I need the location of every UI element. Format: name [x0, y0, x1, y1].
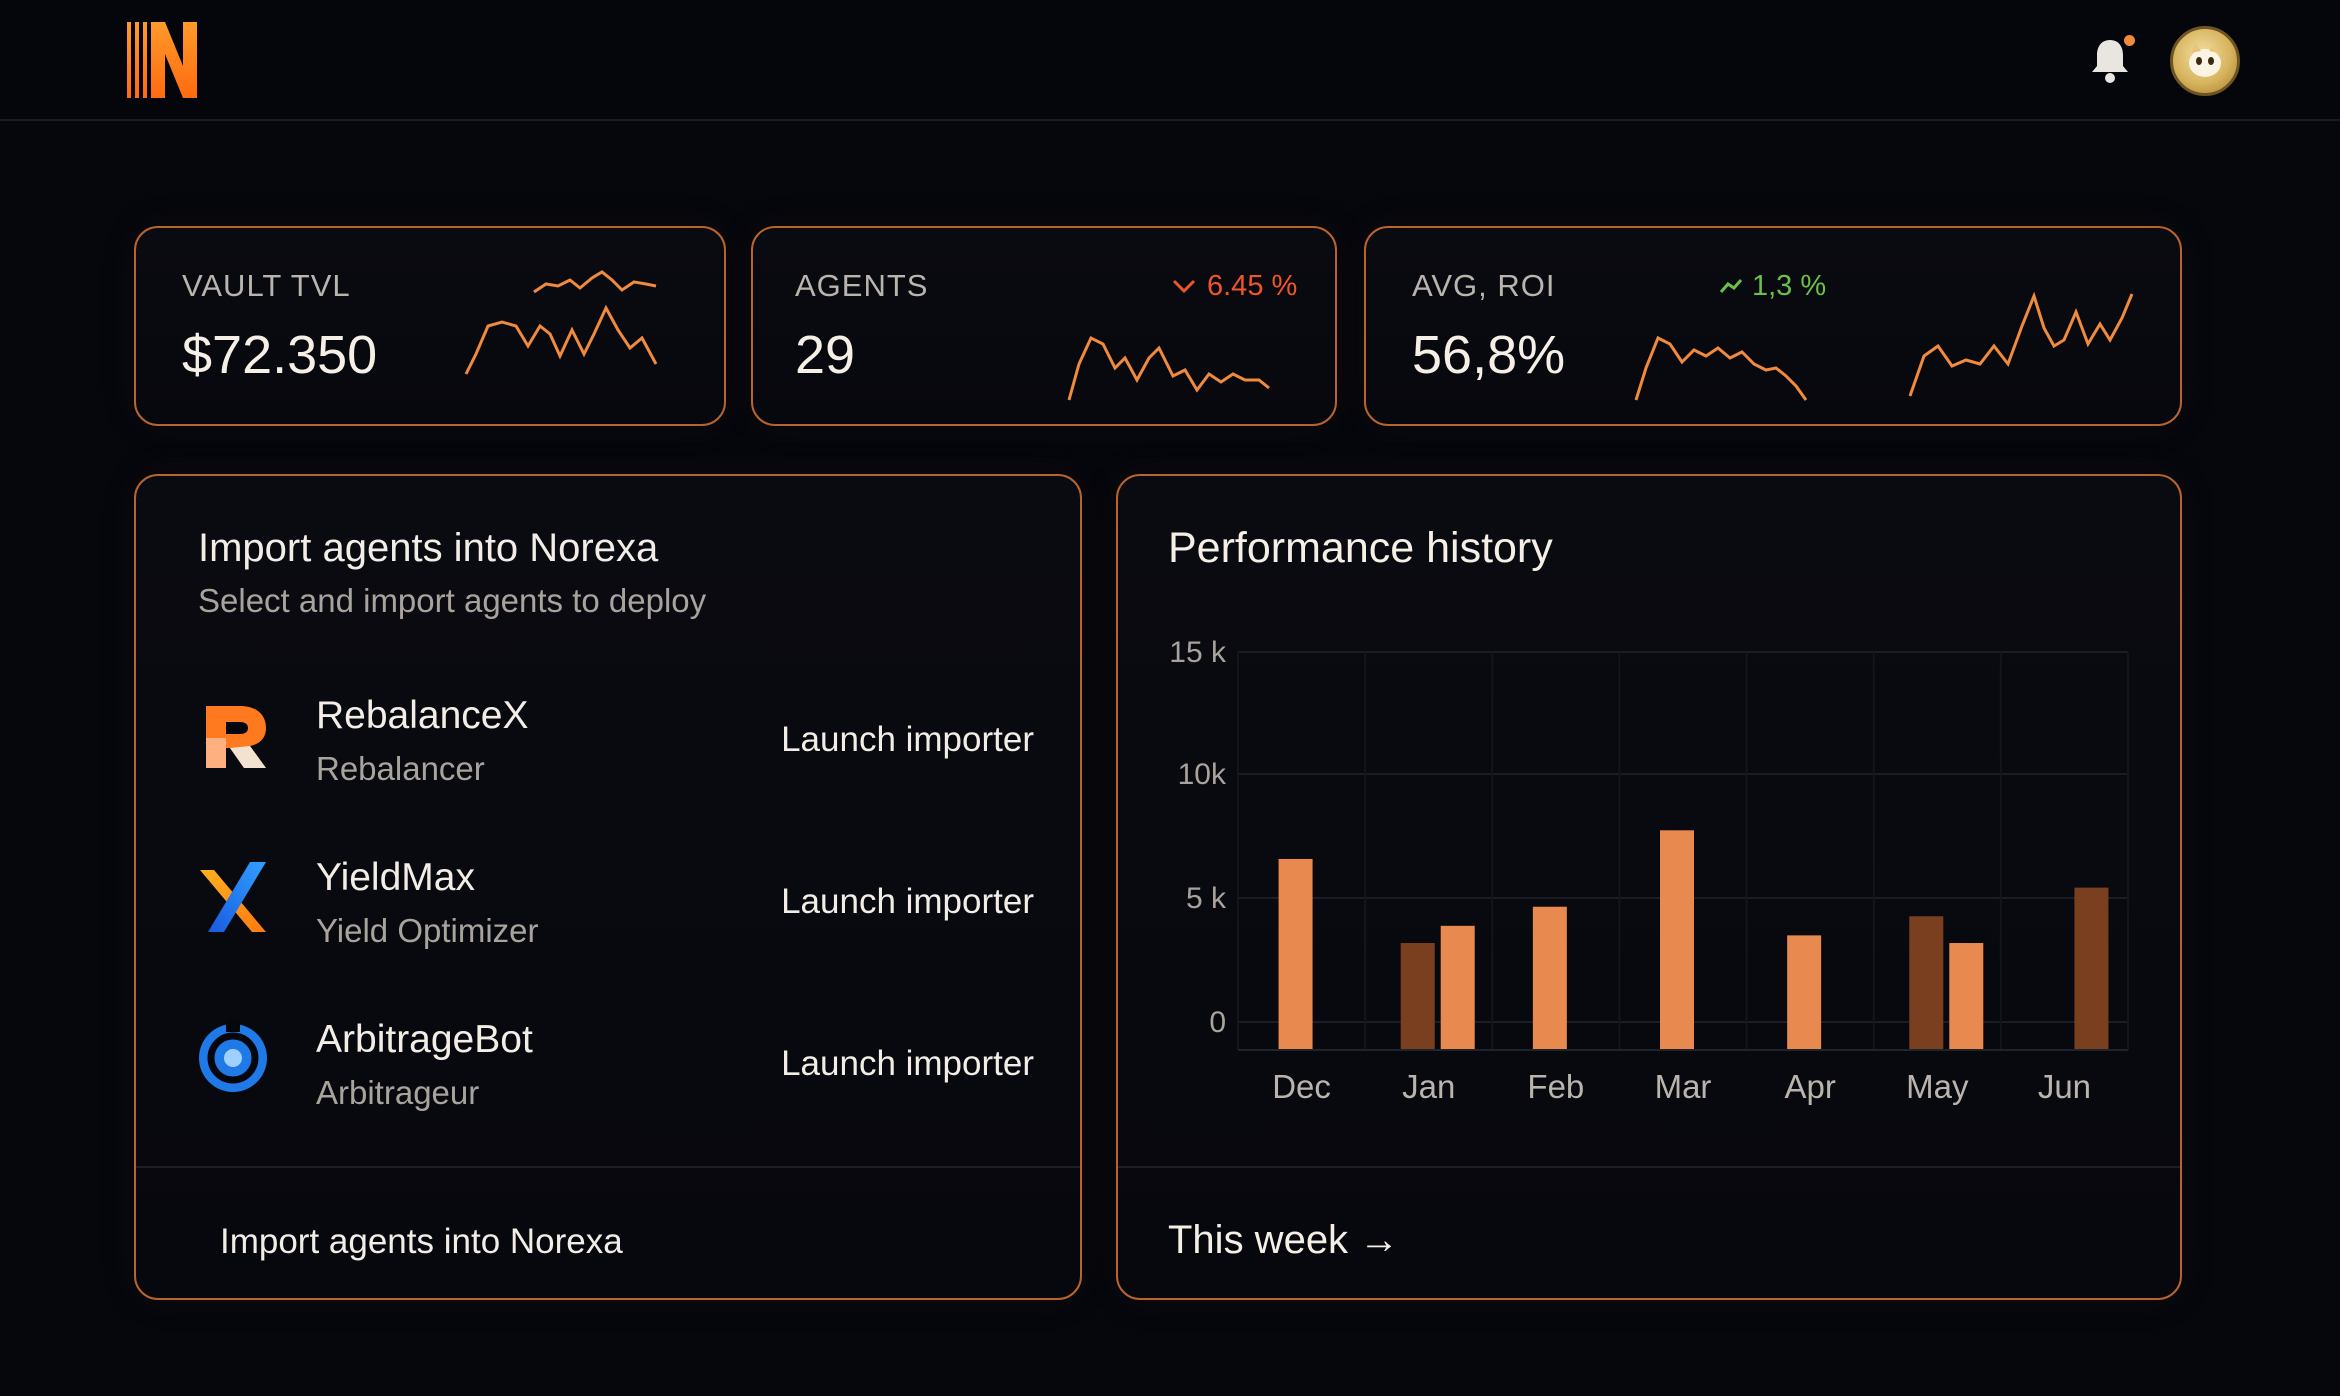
agent-row-rebalancex: RebalanceX Rebalancer Launch importer — [136, 694, 1080, 814]
stat-card-agents: AGENTS 29 6.45 % — [751, 226, 1337, 426]
launch-importer-button-arbitragebot[interactable]: Launch importer — [781, 1044, 1034, 1083]
bar-jan-series-1[interactable] — [1400, 943, 1435, 1050]
sparkline-tvl — [464, 270, 658, 375]
import-panel-title: Import agents into Norexa — [198, 526, 659, 570]
x-tick-label: Dec — [1272, 1068, 1331, 1105]
agent-type: Yield Optimizer — [316, 912, 539, 949]
x-tick-label: Feb — [1527, 1068, 1584, 1105]
performance-title: Performance history — [1168, 524, 1553, 572]
import-agents-link[interactable]: Import agents into Norexa — [220, 1222, 623, 1261]
sparkline-roi-short — [1634, 335, 1808, 401]
rebalancex-logo-icon — [206, 706, 266, 768]
top-bar — [0, 0, 2340, 121]
bar-mar-series-0[interactable] — [1660, 830, 1694, 1050]
stat-label: VAULT TVL — [182, 268, 351, 303]
performance-panel-divider — [1118, 1166, 2180, 1168]
stat-label: AGENTS — [795, 268, 929, 303]
bar-may-series-0[interactable] — [1949, 943, 1984, 1050]
agents-delta: 6.45 % — [1207, 270, 1298, 302]
x-tick-label: Jun — [2038, 1068, 2091, 1105]
performance-history-panel: Performance history 15 k 10k 5 k 0 Dec Jan Feb… — [1116, 474, 2182, 1300]
performance-bar-chart: 15 k 10k 5 k 0 Dec Jan Feb Mar Apr May Jun — [1169, 636, 2129, 1105]
avatar[interactable] — [2170, 26, 2240, 96]
launch-importer-button-yieldmax[interactable]: Launch importer — [781, 882, 1034, 921]
import-panel-subtitle: Select and import agents to deploy — [198, 582, 707, 619]
agent-name: RebalanceX — [316, 694, 529, 737]
x-tick-label: Apr — [1784, 1068, 1835, 1105]
bar-may-series-1[interactable] — [1909, 916, 1944, 1050]
y-tick-label: 5 k — [1186, 882, 1227, 915]
launch-importer-button-rebalancex[interactable]: Launch importer — [781, 720, 1034, 759]
agent-row-yieldmax: YieldMax Yield Optimizer Launch importer — [136, 856, 1080, 976]
chevron-down-icon — [1172, 279, 1196, 294]
avatar-icon — [2189, 43, 2221, 77]
stat-card-vault-tvl: VAULT TVL $72.350 — [134, 226, 726, 426]
bell-icon[interactable] — [2088, 36, 2132, 84]
y-tick-label: 10k — [1178, 758, 1227, 791]
import-panel-divider — [136, 1166, 1080, 1168]
bar-dec-series-0[interactable] — [1278, 858, 1313, 1050]
sparkline-agents — [1067, 335, 1270, 401]
y-tick-label: 0 — [1209, 1006, 1226, 1039]
x-tick-label: Jan — [1402, 1068, 1455, 1105]
agent-type: Arbitrageur — [316, 1074, 480, 1111]
arbitragebot-logo-icon — [199, 1020, 267, 1092]
trend-up-icon — [1719, 279, 1743, 293]
yieldmax-logo-icon — [200, 862, 266, 932]
agent-row-arbitragebot: ArbitrageBot Arbitrageur Launch importer — [136, 1018, 1080, 1138]
sparkline-roi-long — [1908, 291, 2134, 397]
agent-type: Rebalancer — [316, 750, 485, 787]
x-tick-label: May — [1906, 1068, 1969, 1105]
bar-jun-series-1[interactable] — [2074, 887, 2109, 1050]
agent-name: YieldMax — [316, 856, 475, 899]
stat-card-avg-roi: AVG, ROI 56,8% 1,3 % — [1364, 226, 2182, 426]
norexa-logo-icon[interactable] — [127, 22, 199, 98]
stat-value: 29 — [795, 325, 856, 385]
stat-value: 56,8% — [1412, 325, 1566, 385]
stat-label: AVG, ROI — [1412, 268, 1556, 303]
bar-apr-series-0[interactable] — [1787, 935, 1822, 1050]
import-agents-panel: Import agents into Norexa Select and imp… — [134, 474, 1082, 1300]
agent-name: ArbitrageBot — [316, 1018, 533, 1061]
notification-dot — [2124, 35, 2135, 46]
stat-value: $72.350 — [182, 325, 378, 385]
roi-delta: 1,3 % — [1752, 270, 1827, 302]
this-week-link[interactable]: This week → — [1168, 1218, 1400, 1262]
y-tick-label: 15 k — [1169, 636, 1227, 669]
x-tick-label: Mar — [1655, 1068, 1712, 1105]
bar-feb-series-0[interactable] — [1532, 906, 1567, 1050]
bar-jan-series-0[interactable] — [1440, 925, 1475, 1050]
